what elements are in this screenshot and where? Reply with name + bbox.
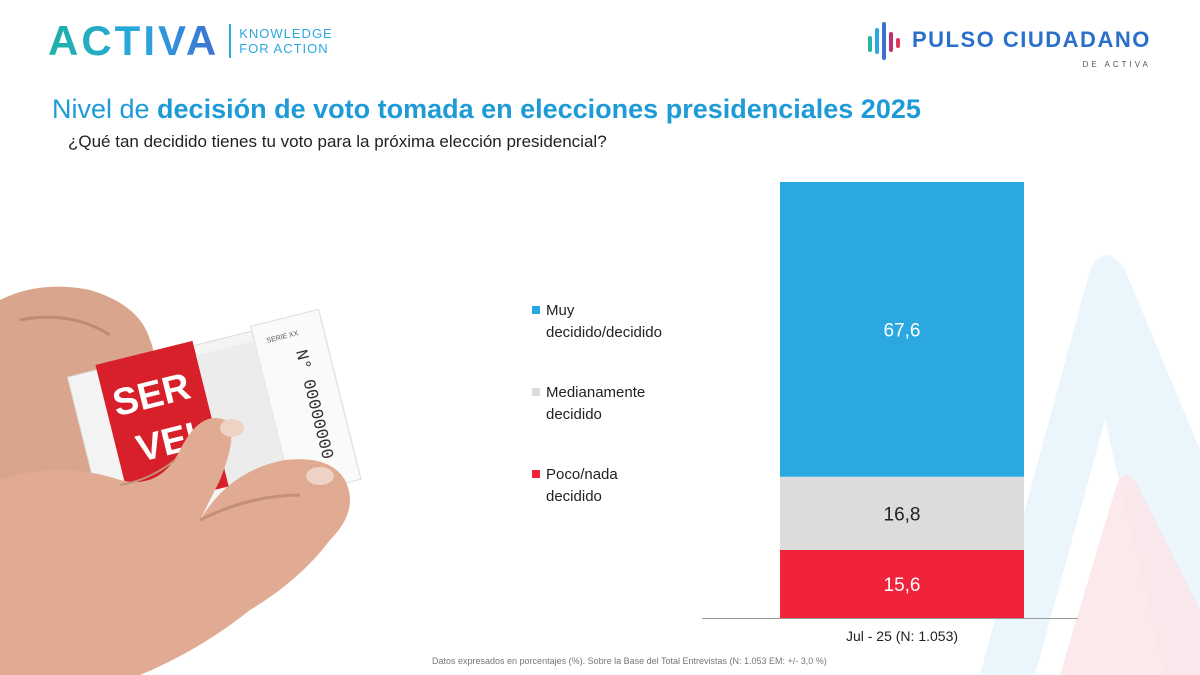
chart-svg: 15,6 16,8 67,6	[702, 182, 1078, 619]
bar-segment-medio	[780, 476, 1024, 550]
legend-item-medio: Medianamente decidido	[532, 382, 712, 426]
activa-wordmark: ACTIVA	[48, 17, 220, 64]
bar-segment-poco	[780, 549, 1024, 618]
chart-title: Nivel de decisión de voto tomada en elec…	[52, 94, 921, 125]
data-label-poco: 15,6	[884, 575, 921, 596]
legend-swatch-muy	[532, 306, 540, 314]
legend-swatch-medio	[532, 388, 540, 396]
pulse-bars-icon	[866, 18, 908, 64]
legend-label-poco: Poco/nada decidido	[546, 466, 618, 505]
legend-label-medio: Medianamente decidido	[546, 384, 646, 423]
x-category-label: Jul - 25 (N: 1.053)	[845, 628, 959, 644]
data-label-muy: 67,6	[884, 320, 921, 341]
pulso-title: PULSO CIUDADANO	[912, 27, 1151, 52]
ballot-hands-image: SERIE XX N° 00000000 SER VEL	[0, 286, 362, 675]
tagline-line-2: FOR ACTION	[239, 41, 329, 56]
pulso-subtitle: DE ACTIVA	[1082, 60, 1151, 69]
legend-label-muy: Muy decidido/decidido	[546, 302, 662, 341]
stacked-bar-chart: 15,6 16,8 67,6 Jul - 25 (N: 1.053)	[700, 180, 1080, 660]
activa-tagline: KNOWLEDGE FOR ACTION	[239, 26, 333, 56]
bar-segment-muy	[780, 182, 1024, 477]
title-bold: decisión de voto tomada en elecciones pr…	[157, 94, 921, 124]
activa-logo: ACTIVA KNOWLEDGE FOR ACTION	[48, 20, 333, 62]
legend-swatch-poco	[532, 470, 540, 478]
chart-subtitle: ¿Qué tan decidido tienes tu voto para la…	[68, 132, 607, 151]
tagline-line-1: KNOWLEDGE	[239, 26, 333, 41]
background-swoosh	[980, 255, 1200, 675]
footnote: Datos expresados en porcentajes (%). Sob…	[432, 656, 827, 666]
legend-item-poco: Poco/nada decidido	[532, 464, 712, 508]
pulso-ciudadano-logo: PULSO CIUDADANO DE ACTIVA	[866, 18, 1151, 69]
logo-divider	[229, 24, 232, 58]
legend-item-muy: Muy decidido/decidido	[532, 300, 712, 344]
data-label-medio: 16,8	[884, 504, 921, 525]
title-prefix: Nivel de	[52, 94, 158, 124]
